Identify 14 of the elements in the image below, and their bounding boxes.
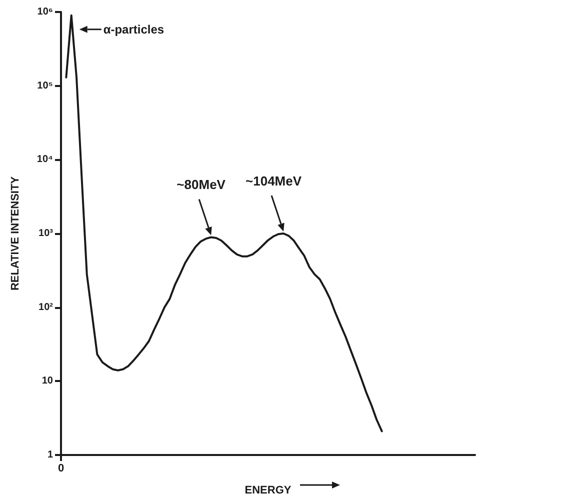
- annotation: α-particles: [103, 22, 164, 36]
- y-tick-label: 10⁵: [37, 80, 54, 92]
- y-tick-label: 10²: [38, 302, 54, 313]
- line-series: [65, 14, 383, 432]
- y-tick-label: 10: [42, 376, 54, 387]
- y-axis-title: RELATIVE INTENSITY: [10, 176, 22, 291]
- annotation: ~80MeV: [176, 177, 226, 192]
- x-axis-title: ENERGY: [244, 484, 292, 496]
- y-tick-label: 10³: [38, 228, 54, 239]
- y-tick-label: 10⁴: [36, 154, 54, 166]
- y-tick-label: 1: [47, 450, 54, 460]
- annotation: ~104MeV: [246, 174, 302, 188]
- x-tick-label: 0: [58, 462, 64, 474]
- y-tick-label: 10⁶: [37, 6, 53, 18]
